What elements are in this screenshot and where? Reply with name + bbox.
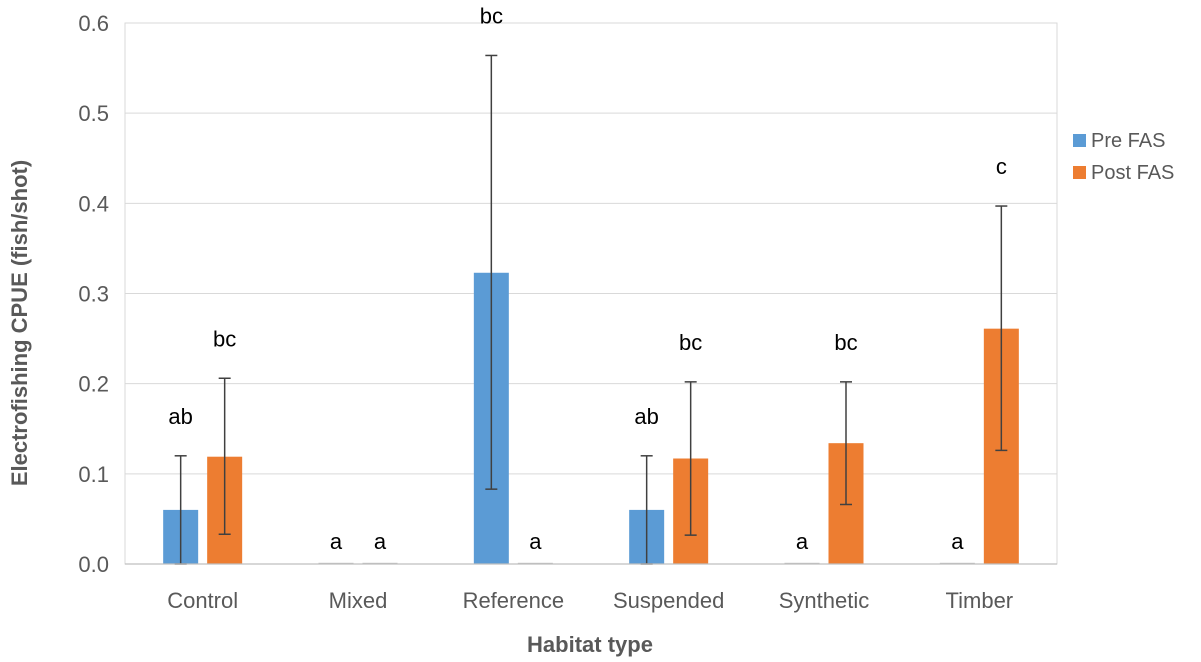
y-tick-label: 0.1: [78, 462, 109, 487]
y-tick-label: 0.3: [78, 282, 109, 307]
x-tick-label: Timber: [946, 588, 1014, 613]
legend-swatch: [1073, 166, 1086, 179]
y-tick-label: 0.2: [78, 372, 109, 397]
y-tick-label: 0.5: [78, 101, 109, 126]
x-tick-label: Synthetic: [779, 588, 870, 613]
x-axis-title: Habitat type: [527, 632, 653, 657]
gridlines: [124, 22, 1058, 565]
y-tick-label: 0.4: [78, 191, 109, 216]
x-tick-label: Mixed: [329, 588, 388, 613]
significance-label: c: [996, 154, 1007, 179]
legend-label: Post FAS: [1091, 162, 1174, 184]
legend-swatch: [1073, 134, 1086, 147]
x-tick-label: Reference: [463, 588, 565, 613]
significance-label: bc: [679, 330, 702, 355]
y-tick-label: 0.0: [78, 552, 109, 577]
bars: [163, 272, 1019, 564]
legend-label: Pre FAS: [1091, 130, 1165, 152]
significance-label: ab: [168, 404, 192, 429]
error-bars: [174, 54, 1008, 565]
significance-label: a: [796, 529, 809, 554]
legend: Pre FAS Post FAS: [1073, 130, 1174, 184]
x-tick-label: Suspended: [613, 588, 724, 613]
significance-label: bc: [834, 330, 857, 355]
significance-label: a: [330, 529, 343, 554]
significance-labels: ab bc a a bc a ab bc a bc a c: [168, 3, 1006, 554]
significance-label: ab: [634, 404, 658, 429]
significance-label: a: [374, 529, 387, 554]
significance-label: a: [529, 529, 542, 554]
y-tick-label: 0.6: [78, 11, 109, 36]
axes: 0.0 0.1 0.2 0.3 0.4 0.5 0.6 Control Mixed Referen…: [78, 11, 1057, 613]
x-tick-label: Control: [167, 588, 238, 613]
y-axis-title: Electrofishing CPUE (fish/shot): [7, 160, 32, 486]
significance-label: bc: [213, 326, 236, 351]
significance-label: bc: [480, 3, 503, 28]
significance-label: a: [951, 529, 964, 554]
